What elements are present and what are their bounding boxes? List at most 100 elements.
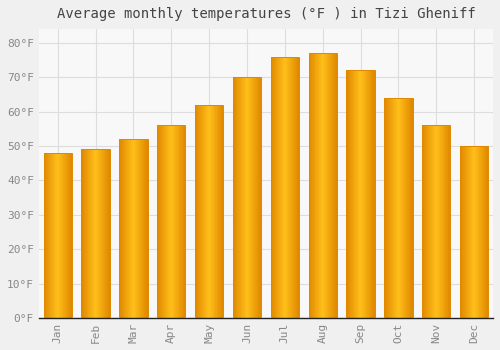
Bar bbox=[292, 57, 293, 318]
Bar bbox=[212, 105, 213, 318]
Bar bbox=[448, 125, 449, 318]
Bar bbox=[253, 77, 254, 318]
Bar bbox=[255, 77, 256, 318]
Bar bbox=[476, 146, 477, 318]
Bar bbox=[256, 77, 257, 318]
Bar bbox=[56, 153, 57, 318]
Bar bbox=[286, 57, 287, 318]
Bar bbox=[271, 57, 272, 318]
Bar bbox=[384, 98, 412, 318]
Bar bbox=[431, 125, 432, 318]
Bar bbox=[481, 146, 482, 318]
Bar bbox=[62, 153, 63, 318]
Bar bbox=[176, 125, 177, 318]
Bar bbox=[432, 125, 433, 318]
Bar bbox=[387, 98, 388, 318]
Bar bbox=[469, 146, 470, 318]
Bar bbox=[347, 70, 348, 318]
Bar bbox=[215, 105, 216, 318]
Bar bbox=[125, 139, 126, 318]
Bar bbox=[71, 153, 72, 318]
Bar bbox=[59, 153, 60, 318]
Bar bbox=[289, 57, 290, 318]
Bar bbox=[368, 70, 369, 318]
Bar bbox=[333, 53, 334, 318]
Bar bbox=[367, 70, 368, 318]
Bar bbox=[164, 125, 165, 318]
Bar bbox=[147, 139, 148, 318]
Bar bbox=[183, 125, 184, 318]
Bar bbox=[133, 139, 134, 318]
Bar bbox=[46, 153, 47, 318]
Bar bbox=[185, 125, 186, 318]
Bar bbox=[103, 149, 104, 318]
Bar bbox=[91, 149, 92, 318]
Bar bbox=[328, 53, 329, 318]
Bar bbox=[250, 77, 251, 318]
Bar bbox=[288, 57, 289, 318]
Bar bbox=[330, 53, 331, 318]
Bar bbox=[88, 149, 89, 318]
Bar bbox=[332, 53, 333, 318]
Bar bbox=[346, 70, 375, 318]
Bar bbox=[409, 98, 410, 318]
Bar bbox=[57, 153, 58, 318]
Bar bbox=[121, 139, 122, 318]
Bar bbox=[165, 125, 166, 318]
Bar bbox=[310, 53, 311, 318]
Bar bbox=[433, 125, 434, 318]
Bar bbox=[168, 125, 169, 318]
Bar bbox=[277, 57, 278, 318]
Bar bbox=[181, 125, 182, 318]
Bar bbox=[200, 105, 201, 318]
Bar bbox=[348, 70, 349, 318]
Bar bbox=[390, 98, 391, 318]
Bar bbox=[137, 139, 138, 318]
Bar bbox=[422, 125, 423, 318]
Bar bbox=[396, 98, 398, 318]
Bar bbox=[278, 57, 279, 318]
Bar bbox=[483, 146, 484, 318]
Bar bbox=[166, 125, 167, 318]
Bar bbox=[351, 70, 352, 318]
Bar bbox=[144, 139, 145, 318]
Title: Average monthly temperatures (°F ) in Tizi Gheniff: Average monthly temperatures (°F ) in Ti… bbox=[56, 7, 476, 21]
Bar bbox=[308, 53, 337, 318]
Bar bbox=[129, 139, 130, 318]
Bar bbox=[95, 149, 96, 318]
Bar bbox=[308, 53, 309, 318]
Bar bbox=[466, 146, 468, 318]
Bar bbox=[66, 153, 67, 318]
Bar bbox=[474, 146, 476, 318]
Bar bbox=[51, 153, 52, 318]
Bar bbox=[126, 139, 127, 318]
Bar bbox=[136, 139, 137, 318]
Bar bbox=[177, 125, 178, 318]
Bar bbox=[234, 77, 235, 318]
Bar bbox=[424, 125, 425, 318]
Bar bbox=[52, 153, 53, 318]
Bar bbox=[324, 53, 325, 318]
Bar bbox=[196, 105, 197, 318]
Bar bbox=[478, 146, 479, 318]
Bar bbox=[163, 125, 164, 318]
Bar bbox=[233, 77, 261, 318]
Bar bbox=[209, 105, 210, 318]
Bar bbox=[425, 125, 426, 318]
Bar bbox=[365, 70, 366, 318]
Bar bbox=[260, 77, 261, 318]
Bar bbox=[363, 70, 364, 318]
Bar bbox=[69, 153, 70, 318]
Bar bbox=[162, 125, 163, 318]
Bar bbox=[44, 153, 72, 318]
Bar bbox=[239, 77, 240, 318]
Bar bbox=[274, 57, 275, 318]
Bar bbox=[184, 125, 185, 318]
Bar bbox=[100, 149, 102, 318]
Bar bbox=[89, 149, 90, 318]
Bar bbox=[445, 125, 446, 318]
Bar bbox=[138, 139, 139, 318]
Bar bbox=[130, 139, 131, 318]
Bar bbox=[210, 105, 211, 318]
Bar bbox=[145, 139, 146, 318]
